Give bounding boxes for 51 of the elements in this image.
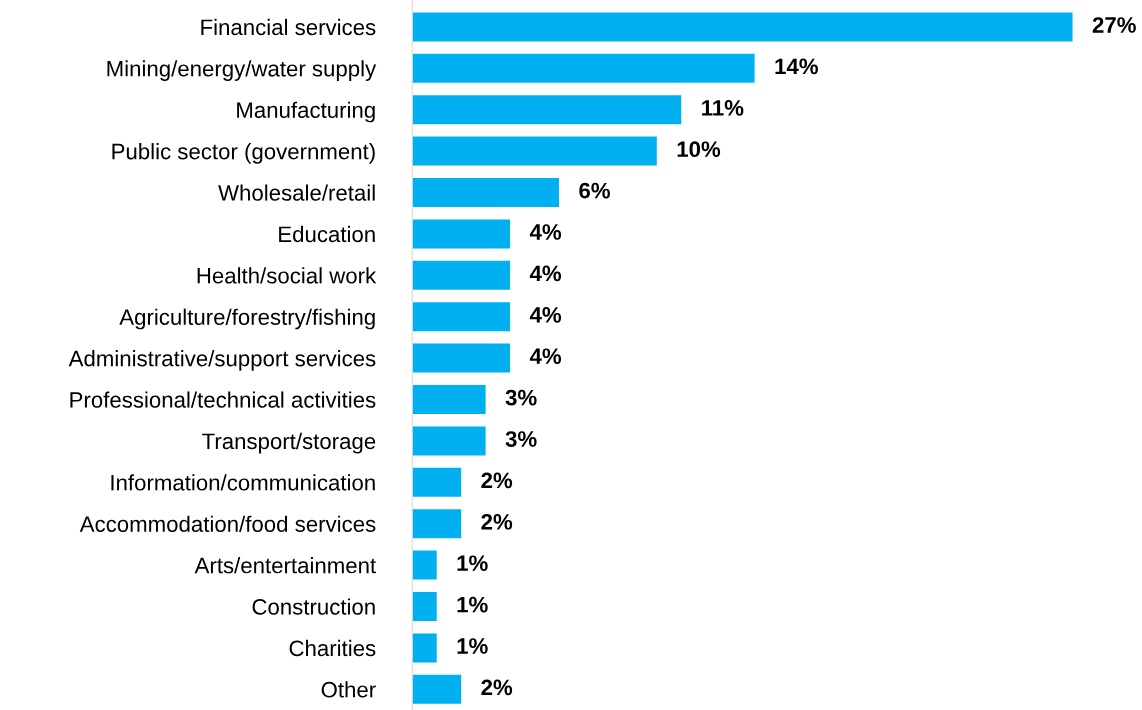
data-label: 6%	[579, 182, 610, 199]
data-label: 4%	[529, 348, 562, 365]
bar	[412, 136, 657, 166]
data-label: 1%	[457, 596, 488, 613]
bar	[412, 260, 511, 290]
bar	[412, 509, 462, 539]
bar	[412, 53, 755, 83]
data-label: 3%	[505, 431, 537, 447]
y-tick-label: Professional/technical activities	[70, 391, 376, 408]
y-tick-label: Health/social work	[197, 267, 377, 284]
bar	[412, 178, 559, 207]
data-label: 1%	[457, 555, 488, 572]
bar	[412, 592, 437, 621]
y-tick-label: Financial services	[201, 18, 376, 36]
y-tick-label: Accommodation/food services	[79, 515, 376, 532]
y-tick-label: Public sector (government)	[112, 143, 375, 164]
data-label: 14%	[775, 58, 818, 75]
bar	[412, 385, 486, 414]
data-label: 2%	[481, 472, 513, 489]
data-label: 3%	[505, 389, 537, 406]
data-label: 2%	[481, 513, 513, 530]
data-label: 2%	[481, 679, 513, 696]
bar	[412, 95, 682, 125]
bar	[412, 633, 437, 663]
bar	[412, 550, 437, 580]
y-tick-label: Wholesale/retail	[218, 184, 375, 201]
y-tick-label: Education	[279, 225, 375, 243]
y-tick-label: Charities	[289, 639, 376, 657]
y-tick-label: Mining/energy/water supply	[107, 60, 377, 81]
data-label: 1%	[457, 638, 488, 654]
data-label: 4%	[529, 306, 562, 323]
data-label: 4%	[529, 265, 562, 282]
bar	[412, 467, 462, 497]
bar	[412, 343, 511, 373]
data-label: 27%	[1092, 17, 1136, 33]
bar	[412, 12, 1073, 42]
y-tick-label: Manufacturing	[237, 101, 375, 123]
data-label: 4%	[529, 224, 562, 240]
bar	[412, 426, 486, 456]
bar	[412, 219, 511, 249]
data-label: 10%	[677, 141, 721, 158]
bar	[412, 302, 511, 332]
bar	[412, 674, 462, 704]
data-label: 11%	[702, 99, 744, 116]
y-tick-label: Information/communication	[111, 474, 375, 491]
y-tick-label: Agriculture/forestry/fishing	[119, 308, 375, 330]
y-tick-label: Other	[321, 681, 376, 698]
y-tick-label: Administrative/support services	[68, 350, 376, 371]
y-tick-label: Construction	[252, 598, 375, 615]
y-tick-label: Arts/entertainment	[194, 557, 376, 574]
y-tick-label: Transport/storage	[202, 432, 376, 454]
